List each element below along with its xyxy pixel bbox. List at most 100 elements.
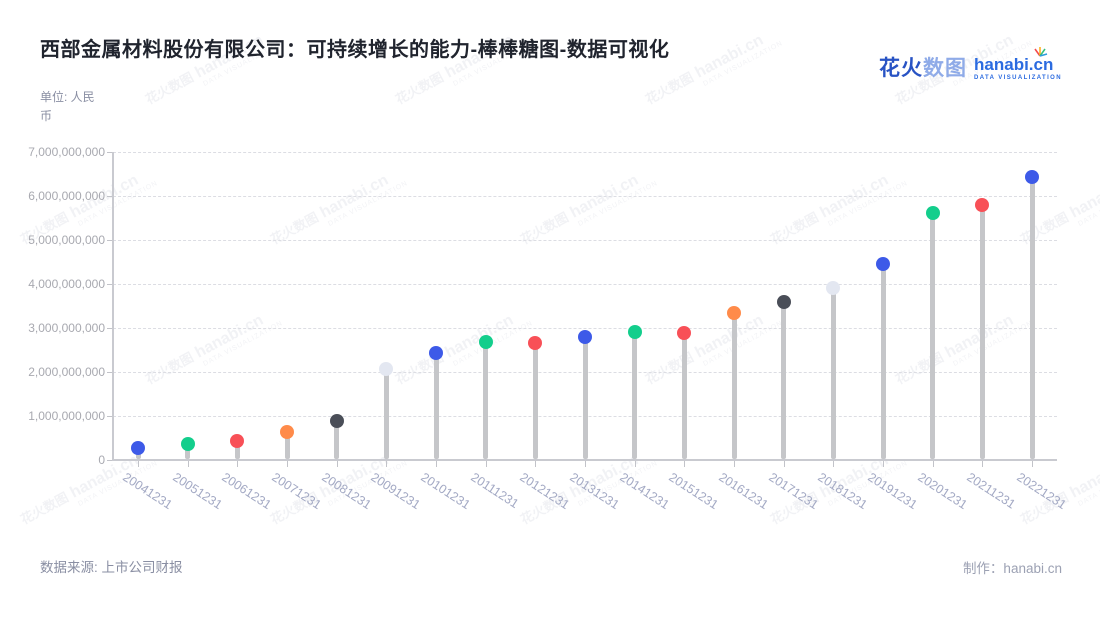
x-axis-tick bbox=[386, 461, 388, 467]
y-axis-tick bbox=[107, 328, 113, 329]
lollipop-point[interactable] bbox=[180, 437, 195, 452]
lollipop-point[interactable] bbox=[528, 336, 543, 351]
x-axis-tick bbox=[634, 461, 636, 467]
y-axis-label: 3,000,000,000 bbox=[28, 321, 105, 335]
hanabi-logo: 花火 数图 hanabi.cn DATA VISUALIZATION bbox=[879, 47, 1062, 82]
lollipop-point[interactable] bbox=[925, 205, 940, 220]
lollipop-stem bbox=[582, 336, 588, 459]
x-axis-label: 20101231 bbox=[418, 470, 473, 513]
logo-tagline: DATA VISUALIZATION bbox=[974, 75, 1062, 81]
y-axis-line bbox=[112, 152, 114, 461]
lollipop-stem bbox=[681, 333, 687, 459]
y-axis-label: 4,000,000,000 bbox=[28, 277, 105, 291]
lollipop-point[interactable] bbox=[578, 329, 592, 344]
x-axis-tick bbox=[684, 461, 686, 467]
x-axis-label: 20151231 bbox=[666, 470, 721, 513]
lollipop-stem bbox=[433, 353, 439, 459]
gridline bbox=[113, 152, 1057, 153]
x-axis-label: 20051231 bbox=[170, 470, 225, 513]
x-axis-tick bbox=[336, 461, 338, 467]
lollipop-point[interactable] bbox=[975, 197, 990, 212]
x-axis-label: 20211231 bbox=[964, 470, 1019, 512]
x-axis-label: 20201231 bbox=[915, 470, 970, 513]
x-axis-tick bbox=[287, 461, 288, 467]
x-axis-tick bbox=[485, 461, 487, 467]
y-axis-tick bbox=[107, 152, 113, 153]
lollipop-point[interactable] bbox=[627, 324, 642, 339]
lollipop-stem bbox=[483, 341, 489, 459]
x-axis-label: 20191231 bbox=[865, 470, 920, 513]
y-axis-label: 0 bbox=[98, 453, 105, 467]
y-axis-tick bbox=[107, 416, 113, 417]
x-axis-label: 20121231 bbox=[517, 470, 572, 513]
x-axis-label: 20041231 bbox=[120, 470, 175, 513]
x-axis-tick bbox=[187, 461, 189, 467]
lollipop-point[interactable] bbox=[230, 433, 245, 448]
gridline bbox=[113, 196, 1057, 197]
lollipop-point[interactable] bbox=[727, 305, 741, 320]
lollipop-point[interactable] bbox=[280, 424, 294, 439]
x-axis-label: 20131231 bbox=[567, 470, 622, 513]
x-axis-tick bbox=[833, 461, 835, 467]
x-axis-tick bbox=[1032, 461, 1033, 467]
x-axis-label: 20181231 bbox=[815, 470, 870, 513]
lollipop-stem bbox=[284, 431, 290, 459]
gridline bbox=[113, 284, 1057, 285]
lollipop-stem bbox=[830, 287, 836, 459]
x-axis-tick bbox=[883, 461, 884, 467]
lollipop-point[interactable] bbox=[876, 257, 890, 272]
x-axis-label: 20091231 bbox=[368, 470, 423, 513]
lollipop-stem bbox=[781, 301, 787, 459]
x-axis-tick bbox=[237, 461, 239, 467]
x-axis-label: 20161231 bbox=[716, 470, 771, 513]
lollipop-point[interactable] bbox=[131, 441, 145, 456]
unit-label: 单位: 人民币 bbox=[40, 90, 95, 123]
y-axis-label: 5,000,000,000 bbox=[28, 233, 105, 247]
lollipop-point[interactable] bbox=[776, 294, 791, 309]
x-axis-tick bbox=[982, 461, 984, 467]
lollipop-stem bbox=[979, 204, 985, 459]
x-axis-tick bbox=[932, 461, 934, 467]
y-axis-label: 1,000,000,000 bbox=[28, 409, 105, 423]
y-axis-label: 7,000,000,000 bbox=[28, 145, 105, 159]
x-axis-tick bbox=[535, 461, 537, 467]
lollipop-stem bbox=[334, 420, 340, 459]
x-axis-label: 20171231 bbox=[766, 470, 821, 513]
lollipop-point[interactable] bbox=[379, 362, 394, 377]
x-axis-label: 20221231 bbox=[1014, 470, 1069, 513]
y-axis-label: 2,000,000,000 bbox=[28, 365, 105, 379]
sparkle-icon bbox=[1034, 47, 1048, 57]
lollipop-stem bbox=[234, 440, 240, 459]
lollipop-stem bbox=[632, 331, 638, 459]
lollipop-point[interactable] bbox=[1025, 169, 1039, 184]
page-title: 西部金属材料股份有限公司：可持续增长的能力-棒棒糖图-数据可视化 bbox=[40, 39, 670, 61]
logo-domain: hanabi.cn bbox=[974, 55, 1054, 74]
lollipop-point[interactable] bbox=[478, 334, 493, 349]
gridline bbox=[113, 328, 1057, 329]
y-axis-tick bbox=[107, 240, 113, 241]
x-axis-tick bbox=[783, 461, 785, 467]
x-axis-label: 20081231 bbox=[319, 470, 374, 513]
lollipop-point[interactable] bbox=[329, 413, 344, 428]
lollipop-stem bbox=[185, 444, 191, 459]
lollipop-point[interactable] bbox=[677, 326, 692, 341]
lollipop-point[interactable] bbox=[429, 346, 443, 361]
x-axis-line bbox=[112, 459, 1057, 461]
lollipop-stem bbox=[731, 312, 737, 459]
y-axis-label: 6,000,000,000 bbox=[28, 189, 105, 203]
logo-en-block: hanabi.cn DATA VISUALIZATION bbox=[974, 47, 1062, 81]
y-axis-tick bbox=[107, 196, 113, 197]
lollipop-stem bbox=[1029, 176, 1035, 459]
lollipop-stem bbox=[930, 212, 936, 459]
gridline bbox=[113, 240, 1057, 241]
data-source-note: 数据来源: 上市公司财报 bbox=[40, 560, 183, 575]
logo-zh-light: 数图 bbox=[923, 57, 968, 80]
x-axis-tick bbox=[585, 461, 586, 467]
lollipop-point[interactable] bbox=[826, 280, 841, 295]
x-axis-label: 20061231 bbox=[219, 470, 274, 513]
lollipop-stem bbox=[383, 369, 389, 459]
logo-zh-bold: 花火 bbox=[879, 57, 924, 80]
lollipop-stem bbox=[880, 264, 886, 459]
x-axis-tick bbox=[734, 461, 735, 467]
